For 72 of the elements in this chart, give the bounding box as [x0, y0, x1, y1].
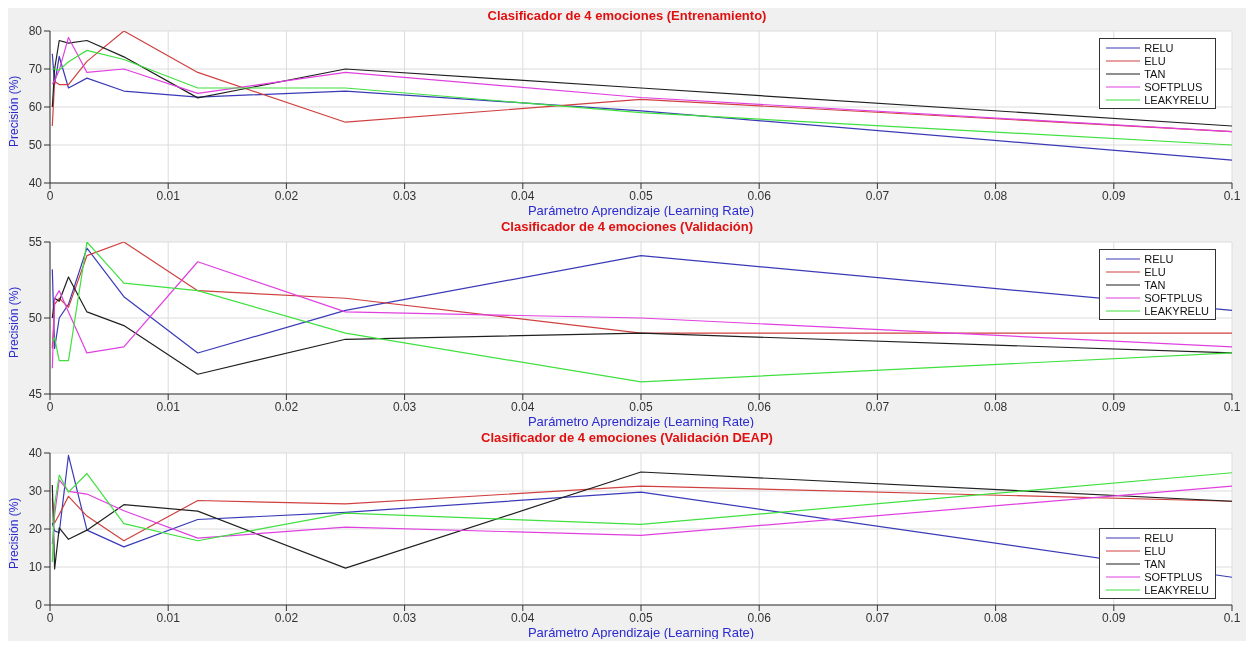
legend-label: ELU [1144, 265, 1166, 278]
x-tick-label: 0.07 [865, 188, 890, 203]
y-tick-label: 45 [28, 387, 43, 402]
x-axis-title: Parámetro Aprendizaje (Learning Rate) [527, 625, 755, 640]
x-tick-label: 0.1 [1223, 188, 1241, 203]
x-tick-label: 0.02 [274, 399, 299, 414]
line-series [51, 53, 1232, 161]
x-tick-label: 0.04 [511, 399, 535, 414]
legend-label: LEAKYRELU [1144, 304, 1209, 317]
legend-label: SOFTPLUS [1144, 80, 1203, 93]
x-tick-label: 0.1 [1223, 399, 1241, 414]
x-tick-label: 0.09 [1102, 399, 1126, 414]
x-tick-label: 0.06 [747, 610, 772, 625]
x-tick-label: 0.05 [629, 399, 653, 414]
x-tick-label: 0.08 [983, 399, 1008, 414]
y-axis-title: Precisión (%) [7, 497, 22, 569]
y-tick-label: 80 [28, 24, 43, 39]
y-tick-label: 30 [28, 484, 43, 499]
legend-label: TAN [1144, 278, 1166, 291]
legend-label: LEAKYRELU [1144, 583, 1209, 596]
legend-label: ELU [1144, 544, 1166, 557]
legend-label: LEAKYRELU [1144, 93, 1209, 106]
y-axis-title: Precisión (%) [7, 286, 22, 358]
legend-label: SOFTPLUS [1144, 291, 1203, 304]
x-tick-label: 0.1 [1223, 610, 1241, 625]
x-tick-label: 0.07 [865, 610, 890, 625]
y-axis-title: Precisión (%) [7, 75, 22, 147]
x-tick-label: 0.07 [865, 399, 890, 414]
y-tick-label: 10 [28, 560, 43, 575]
y-tick-label: 0 [35, 598, 43, 613]
x-tick-label: 0 [46, 610, 54, 625]
chart-title: Clasificador de 4 emociones (Validación) [499, 219, 755, 234]
y-tick-label: 40 [28, 446, 43, 461]
x-tick-label: 0.02 [274, 188, 299, 203]
chart-title: Clasificador de 4 emociones (Entrenamiento) [486, 8, 768, 23]
y-tick-label: 20 [28, 522, 43, 537]
x-tick-label: 0.03 [392, 188, 417, 203]
x-tick-label: 0 [46, 399, 54, 414]
y-tick-label: 55 [28, 235, 43, 250]
x-tick-label: 0.05 [629, 610, 653, 625]
legend-label: RELU [1144, 41, 1174, 54]
legend-label: TAN [1144, 557, 1166, 570]
x-tick-label: 0.06 [747, 188, 772, 203]
x-tick-label: 0.03 [392, 610, 417, 625]
legend-label: TAN [1144, 67, 1166, 80]
chart-title: Clasificador de 4 emociones (Validación DEAP) [480, 430, 774, 445]
x-tick-label: 0.01 [156, 188, 181, 203]
x-tick-label: 0.04 [511, 188, 535, 203]
line-series [51, 261, 1232, 369]
y-tick-label: 50 [28, 138, 43, 153]
x-tick-label: 0.01 [156, 399, 181, 414]
x-tick-label: 0.01 [156, 610, 181, 625]
x-tick-label: 0.05 [629, 188, 653, 203]
legend-label: RELU [1144, 531, 1174, 544]
x-tick-label: 0.09 [1102, 610, 1126, 625]
x-tick-label: 0 [46, 188, 54, 203]
x-tick-label: 0.03 [392, 399, 417, 414]
x-tick-label: 0.08 [983, 610, 1008, 625]
x-tick-label: 0.04 [511, 610, 535, 625]
x-tick-label: 0.06 [747, 399, 772, 414]
y-tick-label: 50 [28, 311, 43, 326]
legend-label: ELU [1144, 54, 1166, 67]
x-tick-label: 0.08 [983, 188, 1008, 203]
y-tick-label: 40 [28, 176, 43, 191]
x-axis-title: Parámetro Aprendizaje (Learning Rate) [527, 414, 755, 429]
legend-label: RELU [1144, 252, 1174, 265]
x-tick-label: 0.09 [1102, 188, 1126, 203]
y-tick-label: 70 [28, 62, 43, 77]
y-tick-label: 60 [28, 100, 43, 115]
x-axis-title: Parámetro Aprendizaje (Learning Rate) [527, 203, 755, 218]
x-tick-label: 0.02 [274, 610, 299, 625]
legend-label: SOFTPLUS [1144, 570, 1203, 583]
